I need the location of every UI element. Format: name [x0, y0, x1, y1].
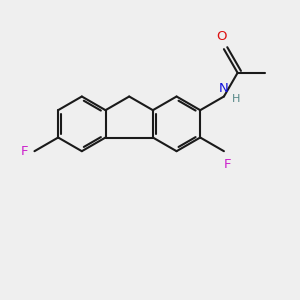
Text: F: F: [224, 158, 231, 171]
Text: N: N: [219, 82, 229, 95]
Text: O: O: [217, 30, 227, 43]
Text: F: F: [20, 145, 28, 158]
Text: H: H: [232, 94, 241, 104]
